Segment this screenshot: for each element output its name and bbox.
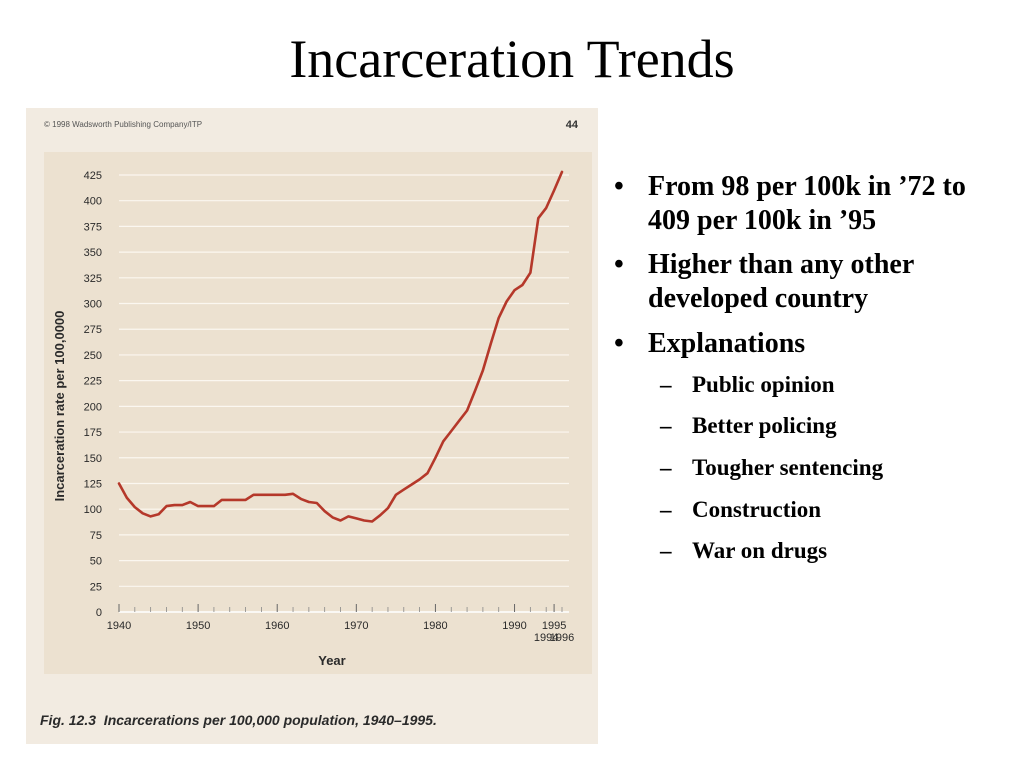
x-tick-label: 1980 xyxy=(423,620,447,632)
incarceration-rate-line xyxy=(117,170,564,523)
y-tick-label: 225 xyxy=(84,376,102,388)
x-tick-label: 1990 xyxy=(502,620,526,632)
bullet-text: Explanations xyxy=(648,327,806,359)
y-tick-label: 0 xyxy=(96,607,102,619)
y-tick-label: 75 xyxy=(90,530,102,542)
sub-bullet-item: – Construction xyxy=(610,496,1010,524)
y-tick-label: 100 xyxy=(84,504,102,516)
sub-bullet-mark: – xyxy=(660,454,672,480)
incarceration-line-chart: 0 25 50 75 100 125 150 175 200 225 250 275 300 325 350… xyxy=(26,108,598,744)
bullet-mark: • xyxy=(614,249,624,281)
y-tick-label: 375 xyxy=(84,221,102,233)
figure-caption: Fig. 12.3 Incarcerations per 100,000 pop… xyxy=(40,712,437,728)
y-tick-label: 350 xyxy=(84,247,102,259)
y-tick-label: 175 xyxy=(84,427,102,439)
y-axis-label: Incarceration rate per 100,0000 xyxy=(52,311,67,502)
x-tick-label: 1950 xyxy=(186,620,210,632)
copyright-text: © 1998 Wadsworth Publishing Company/ITP xyxy=(44,120,202,129)
sub-bullet-mark: – xyxy=(660,496,672,522)
x-tick-label: 1960 xyxy=(265,620,289,632)
sub-bullet-item: – Better policing xyxy=(610,412,1010,440)
sub-bullet-item: – Tougher sentencing xyxy=(610,454,1010,482)
y-tick-label: 150 xyxy=(84,453,102,465)
bullet-item: • Explanations xyxy=(610,327,1010,361)
y-tick-label: 125 xyxy=(84,478,102,490)
x-axis-label: Year xyxy=(318,653,345,668)
sub-bullet-mark: – xyxy=(660,371,672,397)
sub-bullet-item: – War on drugs xyxy=(610,537,1010,565)
y-tick-label: 300 xyxy=(84,299,102,311)
bullet-item: • From 98 per 100k in ’72 to 409 per 100k… xyxy=(610,170,1010,238)
figure-page-number: 44 xyxy=(566,119,579,131)
y-tick-label: 425 xyxy=(84,170,102,182)
y-tick-label: 25 xyxy=(90,581,102,593)
bullet-item: • Higher than any other developed country xyxy=(610,248,1010,316)
sub-bullet-text: War on drugs xyxy=(692,538,828,564)
x-tick-label: 1940 xyxy=(107,620,131,632)
y-tick-label: 275 xyxy=(84,324,102,336)
y-tick-label: 400 xyxy=(84,196,102,208)
sub-bullet-text: Tougher sentencing xyxy=(692,454,884,480)
sub-bullet-item: – Public opinion xyxy=(610,371,1010,399)
bullet-text: From 98 per 100k in ’72 to 409 per 100k … xyxy=(648,171,966,237)
slide-title: Incarceration Trends xyxy=(289,29,735,89)
sub-bullet-mark: – xyxy=(660,538,672,564)
y-tick-label: 250 xyxy=(84,350,102,362)
bullet-mark: • xyxy=(614,327,624,359)
bullet-mark: • xyxy=(614,171,624,202)
x-tick-label-secondary: 1994 xyxy=(534,632,558,644)
sub-bullet-text: Construction xyxy=(692,496,822,522)
sub-bullet-text: Better policing xyxy=(692,413,837,439)
figure-photo: 0 25 50 75 100 125 150 175 200 225 250 275 300 325 350… xyxy=(26,108,598,744)
y-tick-label: 50 xyxy=(90,556,102,568)
sub-bullet-mark: – xyxy=(660,413,672,439)
bullet-list: • From 98 per 100k in ’72 to 409 per 100k… xyxy=(610,170,1010,579)
bullet-text: Higher than any other developed country xyxy=(648,249,914,315)
y-tick-label: 200 xyxy=(84,401,102,413)
x-tick-label-secondary: 1996 xyxy=(550,632,574,644)
y-tick-label: 325 xyxy=(84,273,102,285)
x-tick-label: 1970 xyxy=(344,620,368,632)
x-tick-label: 1995 xyxy=(542,620,566,632)
sub-bullet-text: Public opinion xyxy=(692,371,835,397)
plot-panel xyxy=(44,152,592,674)
